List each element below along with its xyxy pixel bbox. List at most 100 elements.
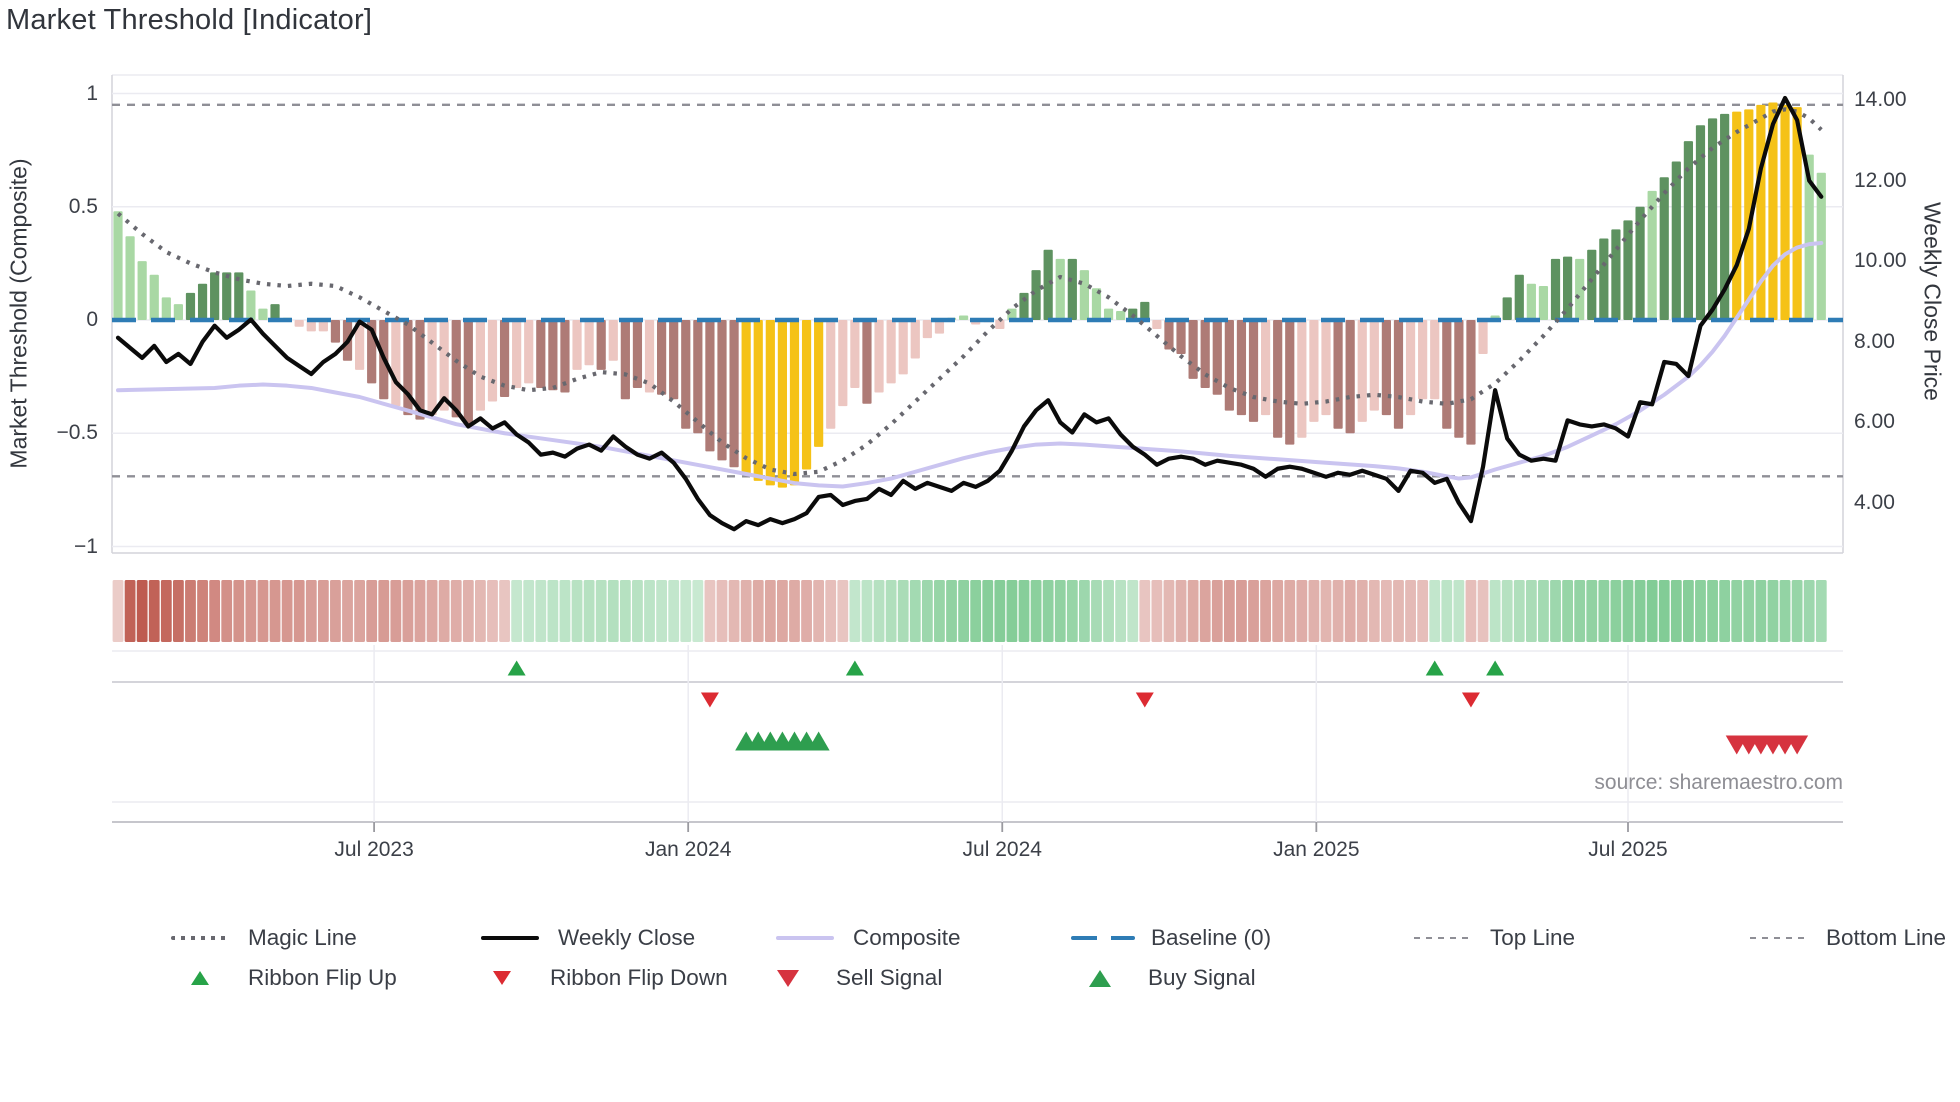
ribbon-cell <box>487 580 498 642</box>
ribbon-cell <box>1815 580 1827 642</box>
threshold-bar <box>1067 258 1077 320</box>
ribbon-cell <box>1356 580 1368 642</box>
threshold-bar <box>644 320 655 393</box>
ribbon-cell <box>1477 580 1489 642</box>
threshold-bar <box>862 320 872 404</box>
x-axis-tick-label: Jan 2024 <box>644 838 732 861</box>
threshold-bar <box>1575 258 1585 320</box>
ribbon-cell <box>1429 580 1441 642</box>
threshold-bar <box>1442 320 1452 429</box>
threshold-bar <box>1055 258 1065 320</box>
ribbon-cell <box>1646 580 1658 642</box>
weekly-close-swatch-icon <box>481 935 539 941</box>
threshold-bar <box>210 272 220 320</box>
threshold-bar <box>137 261 147 320</box>
threshold-bar <box>741 320 751 475</box>
sell-signal-marker <box>1786 735 1809 755</box>
threshold-bar <box>1405 320 1416 416</box>
ribbon-cell <box>221 580 233 642</box>
threshold-bar <box>1261 320 1271 416</box>
ribbon-cell <box>716 580 728 642</box>
legend-label: Ribbon Flip Up <box>248 965 397 990</box>
ribbon-cell <box>1658 580 1670 642</box>
legend-item-buy-signal: Buy Signal <box>1068 963 1256 993</box>
threshold-bar <box>415 320 425 420</box>
ribbon-cell <box>680 580 692 642</box>
ribbon-cell <box>1707 580 1718 642</box>
threshold-bar <box>1381 320 1391 416</box>
ribbon-cell <box>535 580 547 642</box>
legend-label: Composite <box>853 925 961 950</box>
threshold-bar <box>427 320 437 416</box>
ribbon-cell <box>547 580 559 642</box>
legend-item-sell-signal: Sell Signal <box>756 963 942 993</box>
ribbon-cell <box>1501 580 1513 642</box>
threshold-bar <box>850 320 860 388</box>
threshold-bar <box>1345 320 1355 434</box>
bottom-line-swatch-icon <box>1750 936 1806 940</box>
threshold-bar <box>826 320 836 429</box>
left-axis-tick-label: −0.5 <box>56 421 98 445</box>
threshold-bar <box>669 320 679 400</box>
ribbon-cell <box>1550 580 1561 642</box>
threshold-bar <box>1309 320 1319 422</box>
threshold-bar <box>801 320 812 470</box>
right-axis-tick-label: 8.00 <box>1854 329 1895 353</box>
right-axis-tick-label: 4.00 <box>1854 491 1895 514</box>
ribbon-cell <box>1163 580 1175 642</box>
legend-label: Top Line <box>1490 925 1576 950</box>
legend-label: Weekly Close <box>558 925 696 950</box>
ribbon-cell <box>607 580 619 642</box>
ribbon-cell <box>1453 580 1465 642</box>
threshold-bar <box>246 290 256 320</box>
legend-item-bottom-line: Bottom Line <box>1746 923 1946 953</box>
ribbon-flip-up-marker <box>507 660 526 676</box>
ribbon-cell <box>1791 580 1803 642</box>
ribbon-cell <box>269 580 281 642</box>
threshold-bar <box>1200 320 1210 388</box>
ribbon-cell <box>1562 580 1573 642</box>
right-axis-tick-label: 14.00 <box>1854 88 1907 111</box>
ribbon-cell <box>1743 580 1755 642</box>
threshold-bar <box>1454 320 1464 438</box>
right-axis-tick-label: 10.00 <box>1854 249 1907 273</box>
ribbon-cell <box>970 580 982 642</box>
ribbon-cell <box>559 580 571 642</box>
ribbon-cell <box>1344 580 1356 642</box>
ribbon-cell <box>619 580 631 642</box>
ribbon-cell <box>1610 580 1622 642</box>
threshold-bar <box>1116 310 1126 320</box>
ribbon-cell <box>1284 580 1296 642</box>
ribbon-cell <box>1187 580 1199 642</box>
ribbon-cell <box>982 580 994 642</box>
ribbon-cell <box>462 580 474 642</box>
ribbon-cell <box>789 580 800 642</box>
threshold-bar <box>814 320 824 447</box>
ribbon-cell <box>644 580 655 642</box>
threshold-bar <box>487 320 498 402</box>
ribbon-cell <box>946 580 957 642</box>
ribbon-cell <box>1248 580 1259 642</box>
threshold-bar <box>113 211 123 320</box>
threshold-bar <box>596 320 606 370</box>
threshold-bar <box>439 320 449 411</box>
threshold-bar <box>161 297 171 320</box>
left-axis-tick-label: 1 <box>86 81 98 105</box>
threshold-bar <box>1514 274 1524 320</box>
threshold-bar <box>789 320 800 486</box>
threshold-bar <box>1297 320 1307 438</box>
ribbon-cell <box>257 580 269 642</box>
ribbon-cell <box>1151 580 1163 642</box>
ribbon-flip-down-marker <box>1461 692 1480 708</box>
threshold-bar <box>1019 292 1029 320</box>
ribbon-cell <box>692 580 704 642</box>
ribbon-cell <box>958 580 969 642</box>
ribbon-cell <box>1381 580 1392 642</box>
ribbon-cell <box>293 580 305 642</box>
ribbon-cell <box>1103 580 1114 642</box>
page-title: Market Threshold [Indicator] <box>6 4 373 36</box>
threshold-bar <box>1792 107 1802 320</box>
ribbon-cell <box>1091 580 1102 642</box>
ribbon-cell <box>414 580 426 642</box>
threshold-bar <box>620 320 630 400</box>
